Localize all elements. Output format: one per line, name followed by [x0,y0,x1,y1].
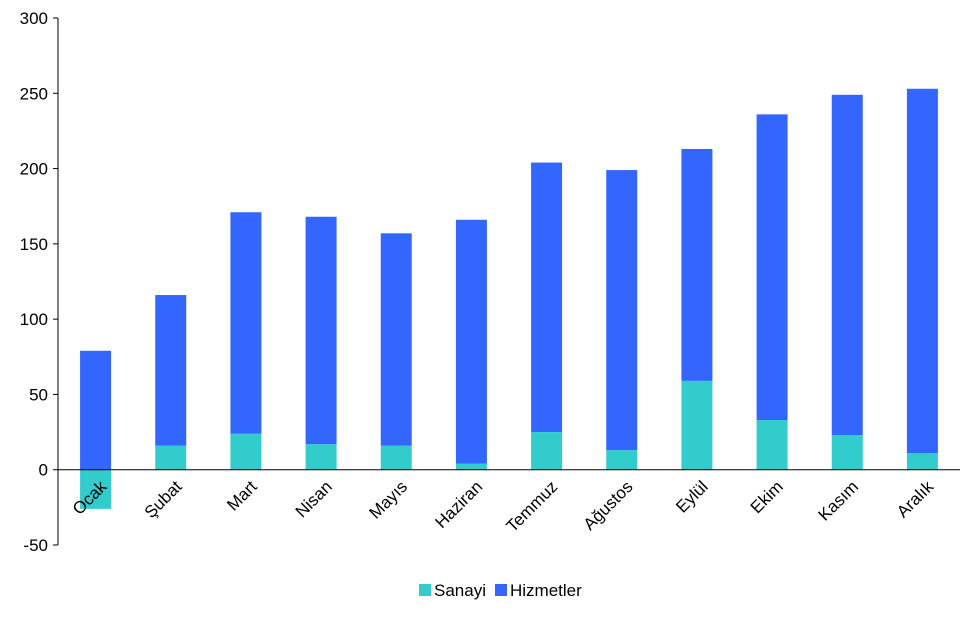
bar-sanayi-2 [155,445,187,470]
bar-hizmetler-4 [305,216,337,445]
category-label: Eylül [672,477,711,516]
bar-sanayi-3 [230,433,262,470]
legend: Sanayi Hizmetler [419,581,582,600]
legend-swatch-hizmetler [494,584,507,596]
category-label: Ağustos [580,477,637,534]
bar-hizmetler-8 [606,170,638,451]
y-tick-label: 50 [29,385,48,404]
y-tick-label: 0 [39,461,48,480]
bars [80,88,938,509]
bar-sanayi-9 [681,380,713,470]
category-label: Şubat [141,477,186,522]
category-label: Haziran [431,477,486,532]
bar-hizmetler-11 [831,94,863,436]
bar-hizmetler-2 [155,295,187,446]
bar-sanayi-11 [831,435,863,470]
y-tick-label: -50 [23,536,48,555]
bar-hizmetler-10 [756,114,788,421]
bar-sanayi-7 [531,432,563,470]
bar-hizmetler-6 [455,219,487,464]
category-label: Kasım [815,477,863,525]
bar-sanayi-1 [80,469,112,509]
y-tick-label: 100 [20,310,48,329]
y-tick-label: 150 [20,235,48,254]
bar-hizmetler-12 [906,88,938,454]
bar-sanayi-12 [906,453,938,470]
category-label: Ekim [747,477,787,517]
category-label: Temmuz [503,477,562,536]
bar-sanayi-6 [455,463,487,470]
bar-hizmetler-3 [230,212,262,434]
y-axis: 300 250 200 150 100 50 0 -50 [20,9,59,555]
bar-hizmetler-1 [80,350,112,470]
bar-sanayi-5 [380,445,412,470]
bar-hizmetler-9 [681,148,713,381]
bar-sanayi-8 [606,450,638,470]
bar-hizmetler-5 [380,233,412,446]
category-label: Aralık [893,477,938,522]
category-labels: Ocak Şubat Mart Nisan Mayıs Haziran Temmuz Ağus… [69,477,938,536]
bar-sanayi-4 [305,444,337,470]
category-label: Nisan [292,477,336,521]
category-label: Mart [223,477,261,515]
legend-swatch-sanayi [419,584,431,596]
legend-label-hizmetler: Hizmetler [510,581,582,600]
y-tick-label: 300 [20,9,48,28]
y-tick-label: 250 [20,84,48,103]
y-tick-label: 200 [20,160,48,179]
category-label: Mayıs [366,477,411,522]
bar-sanayi-10 [756,420,788,470]
bar-hizmetler-7 [531,162,563,433]
legend-label-sanayi: Sanayi [434,581,486,600]
